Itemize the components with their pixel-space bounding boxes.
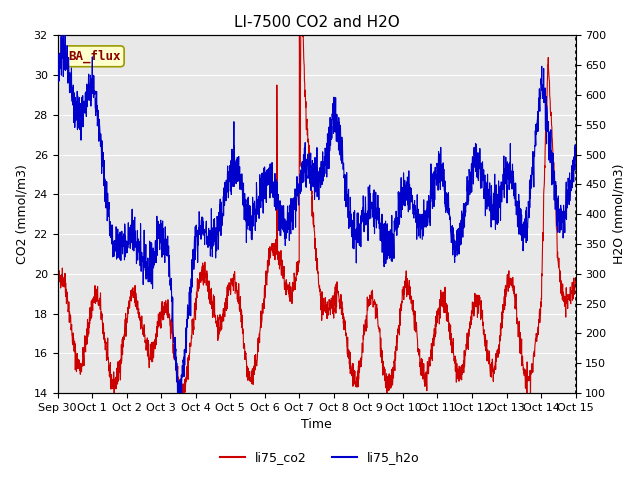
Title: LI-7500 CO2 and H2O: LI-7500 CO2 and H2O	[234, 15, 399, 30]
Text: BA_flux: BA_flux	[68, 49, 120, 63]
Y-axis label: CO2 (mmol/m3): CO2 (mmol/m3)	[15, 164, 28, 264]
Y-axis label: H2O (mmol/m3): H2O (mmol/m3)	[612, 164, 625, 264]
Legend: li75_co2, li75_h2o: li75_co2, li75_h2o	[215, 446, 425, 469]
X-axis label: Time: Time	[301, 419, 332, 432]
